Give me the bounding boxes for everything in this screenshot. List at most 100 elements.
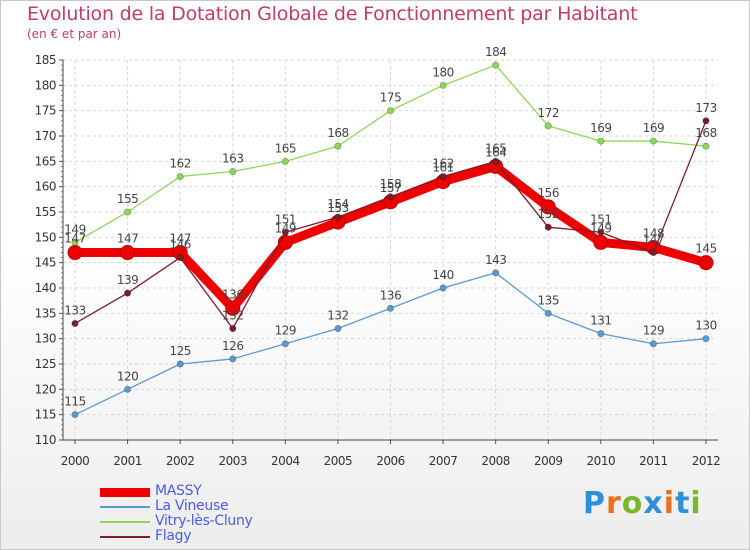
data-point <box>597 137 605 145</box>
legend-label-vitry-les-cluny: Vitry-lès-Cluny <box>155 513 253 529</box>
data-label: 132 <box>222 309 243 323</box>
logo-letter: i <box>663 486 676 521</box>
data-label: 184 <box>485 45 506 59</box>
data-label: 130 <box>695 319 716 333</box>
y-tick-label: 155 <box>35 205 56 219</box>
logo-letter: o <box>621 486 644 521</box>
data-label: 151 <box>590 212 611 226</box>
legend-label-la-vineuse: La Vineuse <box>155 498 229 514</box>
data-label: 168 <box>327 126 348 140</box>
data-point <box>334 213 342 221</box>
data-point <box>225 300 241 316</box>
data-point <box>281 157 289 165</box>
data-point <box>281 228 289 236</box>
y-tick-label: 165 <box>35 154 56 168</box>
data-point <box>698 255 714 271</box>
data-point <box>649 249 657 257</box>
data-label: 149 <box>275 221 296 235</box>
data-label: 162 <box>432 157 453 171</box>
legend-item-massy: MASSY <box>100 483 300 499</box>
x-tick-label: 2001 <box>113 454 142 468</box>
data-label: 169 <box>643 121 664 135</box>
logo-letter: P <box>583 486 606 521</box>
data-point <box>439 284 447 292</box>
legend-label-flagy: Flagy <box>155 528 192 544</box>
data-label: 151 <box>275 212 296 226</box>
data-label: 148 <box>643 226 664 240</box>
data-label: 157 <box>380 181 401 195</box>
legend-swatch-la-vineuse <box>100 505 150 508</box>
legend-label-massy: MASSY <box>155 483 202 499</box>
data-point <box>334 142 342 150</box>
data-point <box>67 245 83 261</box>
data-label: 149 <box>64 222 85 236</box>
data-label: 149 <box>590 221 611 235</box>
data-point <box>544 309 552 317</box>
chart-title: Evolution de la Dotation Globale de Fonc… <box>27 3 638 25</box>
data-label: 136 <box>380 288 401 302</box>
x-tick-label: 2011 <box>639 454 668 468</box>
data-label: 153 <box>327 201 348 215</box>
data-point <box>649 137 657 145</box>
x-tick-label: 2007 <box>429 454 458 468</box>
data-point <box>702 117 710 125</box>
data-label: 140 <box>432 268 453 282</box>
data-point <box>544 122 552 130</box>
data-label: 165 <box>275 141 296 155</box>
legend-swatch-flagy <box>100 535 150 538</box>
logo-letter: r <box>606 486 622 521</box>
x-tick-label: 2006 <box>376 454 405 468</box>
data-label: 164 <box>485 145 506 159</box>
legend-item-flagy: Flagy <box>100 528 300 544</box>
data-label: 169 <box>590 121 611 135</box>
data-point <box>492 269 500 277</box>
data-label: 147 <box>117 232 138 246</box>
chart-subtitle: (en € et par an) <box>27 27 122 41</box>
data-point <box>593 234 609 250</box>
legend-item-la-vineuse: La Vineuse <box>100 498 300 514</box>
data-label: 146 <box>169 238 190 252</box>
y-tick-label: 125 <box>35 357 56 371</box>
x-tick-label: 2009 <box>534 454 563 468</box>
data-label: 129 <box>275 324 296 338</box>
legend-item-vitry-les-cluny: Vitry-lès-Cluny <box>100 513 300 529</box>
data-label: 115 <box>64 395 85 409</box>
y-tick-label: 140 <box>35 281 56 295</box>
data-point <box>176 254 184 262</box>
data-point <box>124 385 132 393</box>
y-tick-label: 185 <box>35 53 56 67</box>
data-label: 154 <box>327 197 348 211</box>
data-point <box>492 157 500 165</box>
logo-letter: x <box>643 486 664 521</box>
data-point <box>540 199 556 215</box>
data-point <box>544 223 552 231</box>
data-label: 158 <box>380 177 401 191</box>
data-point <box>386 107 394 115</box>
logo-letter: i <box>690 486 702 521</box>
x-tick-label: 2010 <box>587 454 616 468</box>
data-label: 147 <box>169 232 190 246</box>
x-tick-label: 2005 <box>324 454 353 468</box>
data-point <box>597 330 605 338</box>
data-point <box>702 335 710 343</box>
y-tick-label: 110 <box>35 433 56 447</box>
data-label: 129 <box>643 324 664 338</box>
data-point <box>176 360 184 368</box>
data-label: 163 <box>222 151 243 165</box>
data-label: 161 <box>432 161 453 175</box>
data-label: 126 <box>222 339 243 353</box>
y-tick-label: 120 <box>35 382 56 396</box>
y-tick-label: 150 <box>35 230 56 244</box>
data-label: 120 <box>117 369 138 383</box>
y-tick-label: 180 <box>35 78 56 92</box>
x-tick-label: 2012 <box>692 454 721 468</box>
data-point <box>334 325 342 333</box>
data-point <box>229 167 237 175</box>
data-label: 180 <box>432 65 453 79</box>
y-tick-label: 145 <box>35 256 56 270</box>
x-tick-label: 2008 <box>481 454 510 468</box>
x-tick-label: 2002 <box>166 454 195 468</box>
data-label: 165 <box>485 141 506 155</box>
